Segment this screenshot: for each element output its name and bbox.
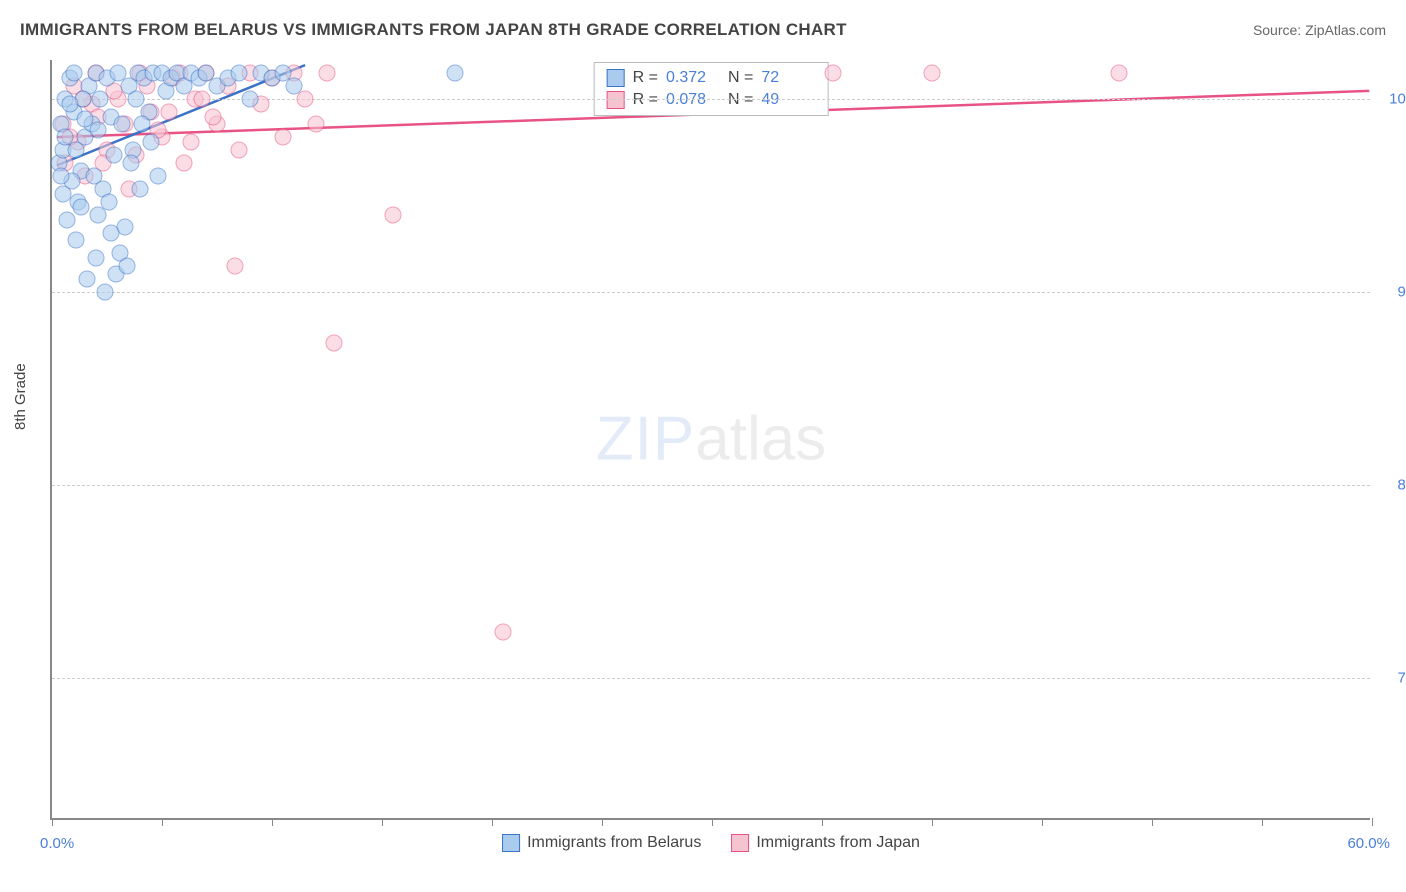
r-label: R =	[633, 69, 658, 87]
square-icon	[607, 91, 625, 109]
trend-lines-svg	[52, 60, 1370, 818]
scatter-point	[825, 64, 842, 81]
scatter-point	[79, 270, 96, 287]
x-tick	[1152, 818, 1153, 826]
scatter-point	[275, 129, 292, 146]
x-tick	[52, 818, 53, 826]
scatter-point	[176, 155, 193, 172]
scatter-point	[61, 95, 78, 112]
x-tick	[602, 818, 603, 826]
stats-row-japan: R = 0.078 N = 49	[607, 89, 816, 111]
plot-area: ZIPatlas R = 0.372 N = 72 R = 0.078 N = …	[50, 60, 1370, 820]
n-value-belarus: 72	[761, 69, 815, 87]
y-tick-label: 92.5%	[1380, 283, 1406, 300]
x-tick	[822, 818, 823, 826]
legend-item-belarus: Immigrants from Belarus	[502, 834, 701, 852]
x-tick	[162, 818, 163, 826]
x-tick	[492, 818, 493, 826]
square-icon	[731, 834, 749, 852]
scatter-point	[92, 90, 109, 107]
scatter-point	[226, 258, 243, 275]
scatter-point	[143, 134, 160, 151]
scatter-point	[149, 167, 166, 184]
x-tick	[1042, 818, 1043, 826]
square-icon	[502, 834, 520, 852]
r-label: R =	[633, 91, 658, 109]
scatter-point	[118, 258, 135, 275]
watermark-zip: ZIP	[596, 405, 695, 474]
scatter-point	[52, 167, 69, 184]
y-tick-label: 77.5%	[1380, 670, 1406, 687]
r-value-belarus: 0.372	[666, 69, 720, 87]
scatter-point	[193, 90, 210, 107]
scatter-point	[132, 180, 149, 197]
y-tick-label: 85.0%	[1380, 477, 1406, 494]
x-tick	[382, 818, 383, 826]
n-label: N =	[728, 69, 753, 87]
x-axis-max-label: 60.0%	[1347, 835, 1390, 852]
scatter-point	[446, 64, 463, 81]
scatter-point	[72, 198, 89, 215]
x-tick	[1262, 818, 1263, 826]
scatter-point	[85, 167, 102, 184]
bottom-legend: Immigrants from Belarus Immigrants from …	[502, 834, 920, 852]
scatter-point	[90, 121, 107, 138]
scatter-point	[68, 142, 85, 159]
x-tick	[932, 818, 933, 826]
stats-legend-box: R = 0.372 N = 72 R = 0.078 N = 49	[594, 62, 829, 116]
source-link[interactable]: ZipAtlas.com	[1305, 22, 1386, 38]
n-label: N =	[728, 91, 753, 109]
x-tick	[712, 818, 713, 826]
chart-title: IMMIGRANTS FROM BELARUS VS IMMIGRANTS FR…	[20, 20, 847, 40]
scatter-point	[319, 64, 336, 81]
scatter-point	[55, 185, 72, 202]
r-value-japan: 0.078	[666, 91, 720, 109]
square-icon	[607, 69, 625, 87]
scatter-point	[103, 224, 120, 241]
scatter-point	[242, 90, 259, 107]
legend-item-japan: Immigrants from Japan	[731, 834, 920, 852]
chart-header: IMMIGRANTS FROM BELARUS VS IMMIGRANTS FR…	[20, 20, 1386, 40]
gridline	[52, 678, 1370, 679]
scatter-point	[114, 116, 131, 133]
gridline	[52, 292, 1370, 293]
scatter-point	[308, 116, 325, 133]
x-axis-min-label: 0.0%	[40, 835, 74, 852]
scatter-point	[297, 90, 314, 107]
scatter-point	[286, 77, 303, 94]
scatter-point	[231, 64, 248, 81]
scatter-point	[182, 134, 199, 151]
scatter-point	[160, 103, 177, 120]
scatter-point	[495, 623, 512, 640]
scatter-point	[88, 250, 105, 267]
stats-row-belarus: R = 0.372 N = 72	[607, 67, 816, 89]
scatter-point	[68, 232, 85, 249]
scatter-point	[66, 64, 83, 81]
legend-label-japan: Immigrants from Japan	[756, 834, 920, 852]
scatter-point	[96, 283, 113, 300]
scatter-point	[123, 155, 140, 172]
scatter-point	[385, 206, 402, 223]
source-attribution: Source: ZipAtlas.com	[1253, 22, 1386, 38]
scatter-point	[231, 142, 248, 159]
scatter-point	[59, 211, 76, 228]
legend-label-belarus: Immigrants from Belarus	[527, 834, 701, 852]
x-tick	[1372, 818, 1373, 826]
scatter-point	[924, 64, 941, 81]
gridline	[52, 485, 1370, 486]
scatter-point	[101, 193, 118, 210]
y-axis-label: 8th Grade	[12, 363, 29, 430]
watermark: ZIPatlas	[596, 404, 826, 475]
x-tick	[272, 818, 273, 826]
scatter-point	[204, 108, 221, 125]
scatter-point	[325, 335, 342, 352]
watermark-atlas: atlas	[695, 405, 826, 474]
scatter-point	[1111, 64, 1128, 81]
n-value-japan: 49	[761, 91, 815, 109]
source-label: Source:	[1253, 22, 1301, 38]
scatter-point	[105, 147, 122, 164]
y-tick-label: 100.0%	[1380, 90, 1406, 107]
scatter-point	[127, 90, 144, 107]
scatter-point	[134, 116, 151, 133]
